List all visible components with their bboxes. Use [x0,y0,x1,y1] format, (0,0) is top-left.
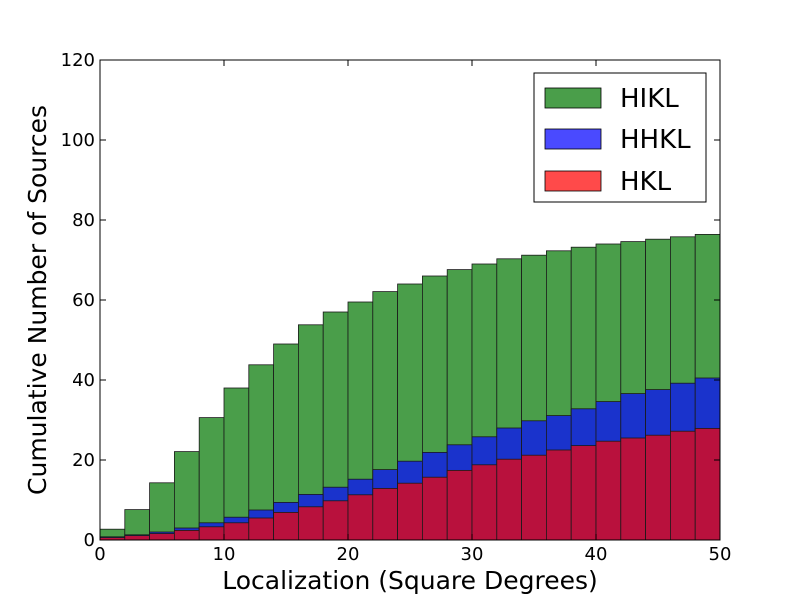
bar-hkl-21 [620,437,646,541]
bar-hkl-18 [546,449,572,541]
x-tick-label-30: 30 [461,544,484,565]
legend-swatch-hhkl [544,128,602,150]
bar-hkl-24 [694,427,721,541]
legend: HIKL HHKL HKL [533,72,707,203]
bar-hkl-17 [521,454,547,541]
y-tick-label-40: 40 [72,370,95,391]
x-tick-label-20: 20 [337,544,360,565]
bar-hkl-19 [570,445,597,541]
y-axis-label: Cumulative Number of Sources [23,105,52,495]
bar-hkl-7 [273,512,299,541]
legend-swatch-hkl [544,170,602,192]
bar-hkl-4 [198,526,225,541]
bar-hkl-10 [347,494,374,541]
bar-hkl-2 [149,533,175,541]
bar-hkl-15 [471,464,498,541]
bar-hkl-8 [297,506,324,541]
bar-hikl-2 [149,482,175,541]
bar-hkl-20 [595,440,622,541]
legend-label-hhkl: HHKL [620,125,691,155]
bar-hkl-14 [446,469,473,541]
legend-swatch-hikl [544,87,602,109]
y-tick-label-0: 0 [84,530,95,551]
y-tick-label-60: 60 [72,290,95,311]
bar-hkl-5 [223,522,250,541]
bar-hkl-23 [670,430,696,541]
y-tick-label-120: 120 [61,50,95,71]
bar-hkl-9 [322,500,349,541]
ticks-layer: 0 10 20 30 40 50 0 20 40 60 80 100 120 [61,50,732,565]
bar-hkl-12 [397,482,423,541]
y-tick-label-80: 80 [72,210,95,231]
x-tick-label-50: 50 [709,544,732,565]
x-axis-label: Localization (Square Degrees) [222,566,598,595]
bar-hkl-6 [248,517,275,541]
bar-hkl-13 [421,476,448,541]
bar-hkl-1 [124,535,151,541]
x-tick-label-10: 10 [213,544,236,565]
x-tick-label-0: 0 [94,544,105,565]
legend-label-hkl: HKL [620,167,672,197]
bar-hkl-3 [173,530,200,541]
bars-layer [99,233,721,541]
bar-hkl-22 [645,434,671,541]
y-tick-label-100: 100 [61,130,95,151]
x-tick-label-40: 40 [585,544,608,565]
bar-hkl-16 [496,458,522,541]
bar-hikl-4 [198,417,225,541]
legend-label-hikl: HIKL [620,84,679,114]
y-tick-label-20: 20 [72,450,95,471]
bar-hikl-3 [173,451,200,541]
bar-hkl-11 [372,487,398,541]
